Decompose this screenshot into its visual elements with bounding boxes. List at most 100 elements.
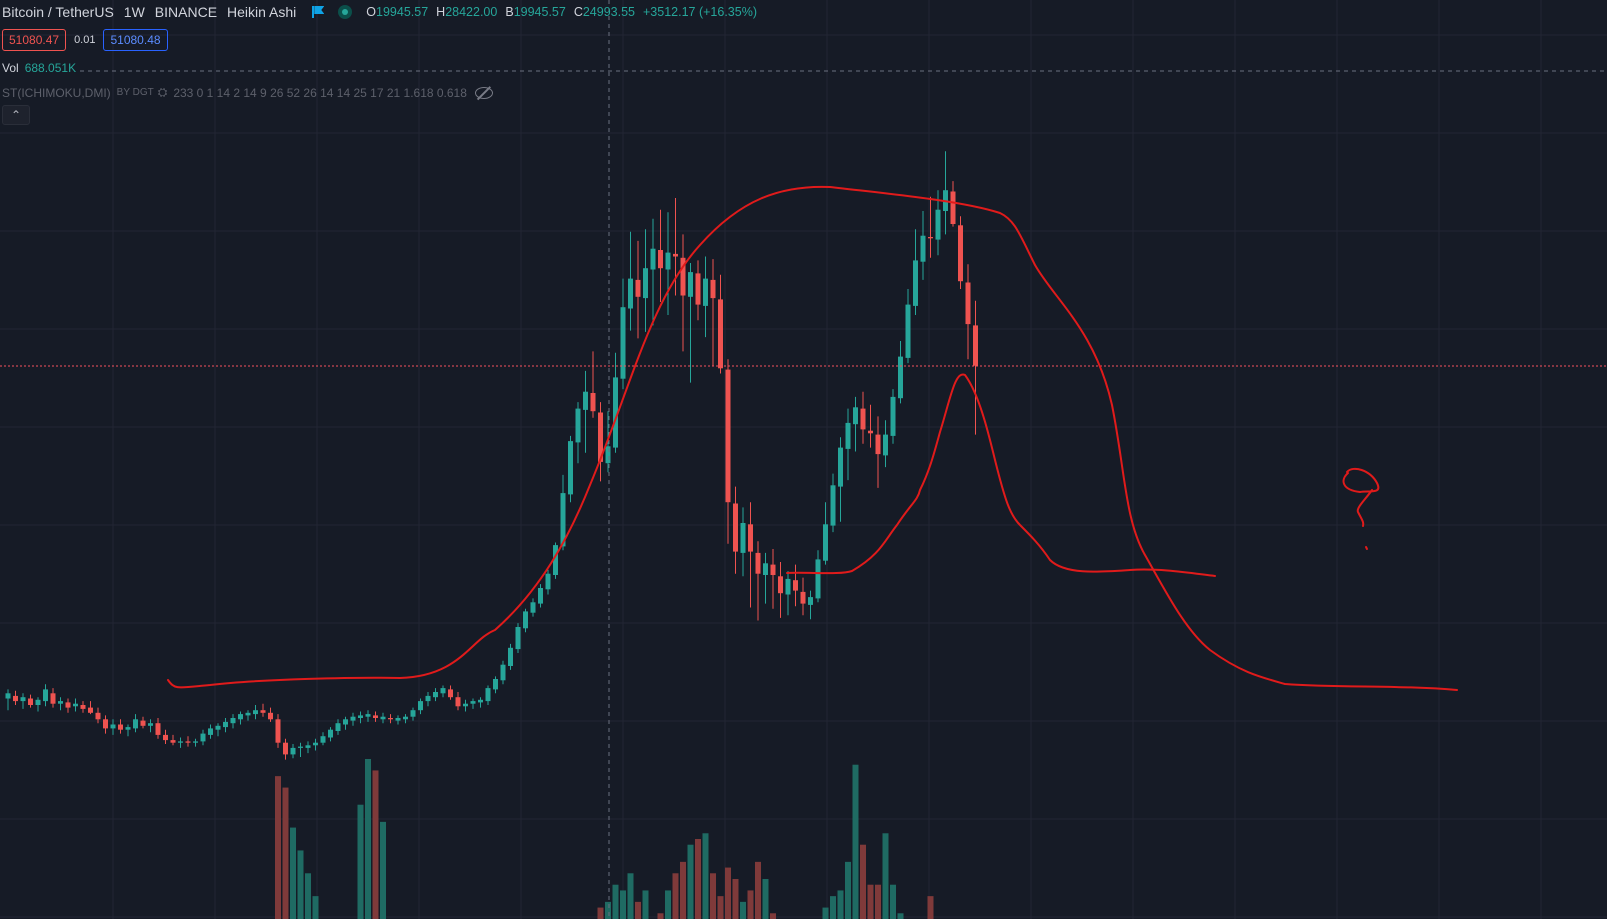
low-label: B <box>505 5 514 19</box>
candle-body <box>785 578 791 595</box>
candle-body <box>973 325 978 366</box>
volume-bar <box>312 896 319 919</box>
volume-bar <box>687 844 694 919</box>
market-status-icon[interactable] <box>338 5 353 19</box>
volume-bar <box>627 873 634 919</box>
candle-body <box>883 434 888 456</box>
candle-body <box>485 688 491 702</box>
flag-icon[interactable] <box>312 6 324 18</box>
freehand-drawings <box>167 185 1458 691</box>
candle-body <box>875 434 881 455</box>
candle-body <box>703 278 708 306</box>
sell-price-button[interactable]: 51080.47 <box>2 29 67 51</box>
volume-bar <box>680 861 686 919</box>
volume-legend[interactable]: Vol 688.051K <box>2 61 76 75</box>
candle-body <box>230 718 236 724</box>
candle-body <box>35 699 41 705</box>
candle-body <box>545 573 551 590</box>
chart-style-label: Heikin Ashi <box>227 4 297 20</box>
candle-body <box>725 369 731 503</box>
candle-body <box>50 693 56 704</box>
candle-body <box>793 580 798 591</box>
candle-body <box>553 545 558 575</box>
candle-body <box>88 707 93 713</box>
candle-body <box>763 563 768 575</box>
candle-body <box>508 647 513 666</box>
candle-body <box>905 304 911 358</box>
candle-body <box>950 191 956 224</box>
volume-bar <box>710 873 716 919</box>
candle-body <box>448 689 453 698</box>
candle-body <box>358 715 363 718</box>
close-label: C <box>573 5 583 19</box>
candle-body <box>958 225 963 282</box>
candle-body <box>140 720 146 726</box>
volume-bar <box>702 833 709 919</box>
candle-body <box>695 273 701 305</box>
candle-body <box>770 564 776 575</box>
candle-body <box>245 712 251 716</box>
volume-histogram <box>275 759 934 919</box>
candle-body <box>313 742 318 746</box>
candle-body <box>118 724 123 730</box>
volume-bar <box>897 913 904 919</box>
candle-body <box>373 715 378 718</box>
buy-price-button[interactable]: 51080.48 <box>103 29 168 51</box>
ohlc-close: C24993.55 <box>574 5 635 19</box>
candle-body <box>470 701 476 704</box>
candle-body <box>28 698 33 705</box>
candle-body <box>260 710 266 713</box>
candle-body <box>73 703 78 707</box>
candle-body <box>650 248 656 270</box>
volume-bar <box>357 804 364 919</box>
candle-body <box>478 699 483 703</box>
interval-label[interactable]: 1W <box>123 4 145 20</box>
indicator-legend[interactable]: ST(ICHIMOKU,DMI) BY DGT ⛭ 233 0 1 14 2 1… <box>2 85 493 100</box>
volume-bar <box>822 907 829 919</box>
hidden-eye-icon[interactable] <box>474 86 493 99</box>
candle-body <box>665 252 671 270</box>
candle-body <box>920 235 926 262</box>
volume-bar <box>642 890 649 919</box>
volume-bar <box>597 907 604 919</box>
candle-body <box>223 721 228 728</box>
ohlc-high: H28422.00 <box>436 5 497 19</box>
candle-body <box>493 679 498 690</box>
candle-body <box>305 745 311 748</box>
volume-bar <box>365 759 371 919</box>
indicator-params: 233 0 1 14 2 14 9 26 52 26 14 14 25 17 2… <box>173 85 467 100</box>
candle-body <box>455 697 461 707</box>
volume-bar <box>305 873 311 919</box>
candle-body <box>748 524 753 552</box>
candle-body <box>425 695 431 702</box>
candle-body <box>590 393 596 412</box>
candle-body <box>388 718 393 720</box>
volume-bar <box>875 884 881 919</box>
candle-body <box>320 736 326 743</box>
volume-bar <box>665 890 671 919</box>
candle-body <box>403 716 408 720</box>
candle-body <box>65 702 71 708</box>
volume-bar <box>867 884 874 919</box>
price-change: +3512.17 (+16.35%) <box>643 5 757 19</box>
volume-bar <box>755 861 761 919</box>
candle-body <box>253 710 258 715</box>
candle-body <box>568 441 573 495</box>
candle-body <box>208 728 213 735</box>
collapse-legend-button[interactable]: ⌃ <box>2 105 30 125</box>
symbol-name[interactable]: Bitcoin / TetherUS <box>2 4 114 20</box>
candle-body <box>350 716 356 721</box>
candle-body <box>410 710 416 717</box>
candle-body <box>538 588 543 604</box>
candle-body <box>845 422 851 449</box>
freehand-stroke <box>167 185 1458 691</box>
candle-body <box>178 741 183 743</box>
volume-bar <box>732 879 739 919</box>
spread-value: 0.01 <box>74 34 96 46</box>
candle-body <box>463 703 468 707</box>
indicator-author: BY DGT <box>116 87 154 98</box>
candle-body <box>733 503 738 552</box>
volume-bar <box>860 844 866 919</box>
freehand-stroke <box>786 373 1216 577</box>
